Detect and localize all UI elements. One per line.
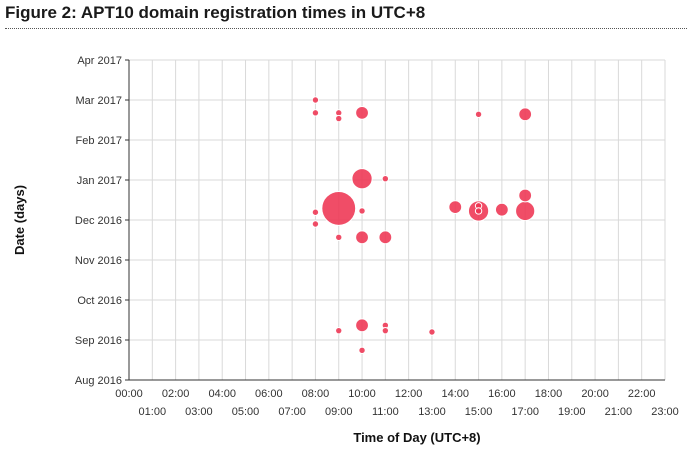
x-tick-label: 03:00 bbox=[185, 406, 213, 418]
x-tick-label: 21:00 bbox=[605, 406, 633, 418]
y-tick-label: Apr 2017 bbox=[77, 55, 122, 67]
x-tick-label: 07:00 bbox=[278, 406, 306, 418]
x-tick-label: 17:00 bbox=[511, 406, 539, 418]
chart-grid bbox=[128, 59, 666, 381]
data-bubble bbox=[358, 346, 366, 355]
x-tick-label: 12:00 bbox=[395, 388, 423, 400]
y-tick-label: Dec 2016 bbox=[75, 215, 122, 227]
data-bubble bbox=[515, 200, 536, 222]
data-bubble bbox=[381, 326, 390, 335]
x-tick-label: 10:00 bbox=[348, 388, 376, 400]
y-tick-label: Aug 2016 bbox=[75, 375, 122, 387]
data-bubble bbox=[311, 109, 320, 117]
data-bubble bbox=[518, 188, 533, 203]
x-tick-label: 06:00 bbox=[255, 388, 283, 400]
y-tick-label: Feb 2017 bbox=[76, 135, 122, 147]
data-bubble bbox=[335, 326, 343, 335]
x-axis-ticks: 00:00 02:00 04:00 06:00 08:00 10:00 12:00 14:00… bbox=[115, 388, 679, 418]
y-axis-title: Date (days) bbox=[12, 185, 27, 255]
x-tick-label: 16:00 bbox=[488, 388, 516, 400]
data-bubble bbox=[474, 110, 483, 118]
x-tick-label: 11:00 bbox=[372, 406, 399, 418]
data-bubble bbox=[355, 105, 369, 120]
x-tick-label: 14:00 bbox=[441, 388, 469, 400]
y-tick-label: Oct 2016 bbox=[77, 295, 122, 307]
data-bubble bbox=[448, 200, 463, 214]
x-tick-label: 09:00 bbox=[325, 406, 353, 418]
data-bubble bbox=[355, 318, 369, 333]
title-divider bbox=[5, 28, 687, 29]
data-bubble bbox=[428, 328, 436, 336]
y-tick-label: Sep 2016 bbox=[75, 335, 122, 347]
y-tick-label: Nov 2016 bbox=[75, 255, 122, 267]
x-tick-label: 05:00 bbox=[232, 406, 260, 418]
data-bubble bbox=[335, 114, 343, 123]
data-bubble bbox=[311, 96, 320, 104]
x-tick-label: 15:00 bbox=[465, 406, 493, 418]
data-bubble bbox=[494, 202, 509, 217]
data-bubble bbox=[335, 233, 343, 242]
x-tick-label: 20:00 bbox=[581, 388, 609, 400]
data-bubble bbox=[311, 208, 320, 216]
x-tick-label: 00:00 bbox=[115, 388, 143, 400]
x-tick-label: 02:00 bbox=[162, 388, 190, 400]
data-bubble bbox=[518, 107, 533, 122]
data-bubble bbox=[358, 207, 366, 215]
x-tick-label: 19:00 bbox=[558, 406, 586, 418]
data-bubble bbox=[351, 168, 373, 190]
data-bubble bbox=[381, 175, 390, 183]
x-tick-label: 18:00 bbox=[535, 388, 563, 400]
x-tick-label: 13:00 bbox=[418, 406, 446, 418]
x-axis-title: Time of Day (UTC+8) bbox=[353, 430, 480, 445]
data-bubble bbox=[321, 190, 357, 226]
data-bubble bbox=[311, 220, 320, 228]
data-bubble bbox=[378, 230, 393, 245]
y-tick-label: Jan 2017 bbox=[77, 175, 122, 187]
x-tick-label: 23:00 bbox=[651, 406, 679, 418]
x-tick-label: 08:00 bbox=[302, 388, 330, 400]
y-axis-ticks: Aug 2016 Sep 2016 Oct 2016 Nov 2016 Dec 2016… bbox=[75, 55, 129, 387]
figure-title: Figure 2: APT10 domain registration time… bbox=[5, 3, 426, 22]
data-bubble bbox=[474, 207, 483, 215]
bubble-series bbox=[311, 96, 536, 355]
x-tick-label: 01:00 bbox=[139, 406, 167, 418]
data-bubble bbox=[355, 230, 369, 245]
y-tick-label: Mar 2017 bbox=[76, 95, 122, 107]
x-tick-label: 22:00 bbox=[628, 388, 656, 400]
x-tick-label: 04:00 bbox=[208, 388, 236, 400]
